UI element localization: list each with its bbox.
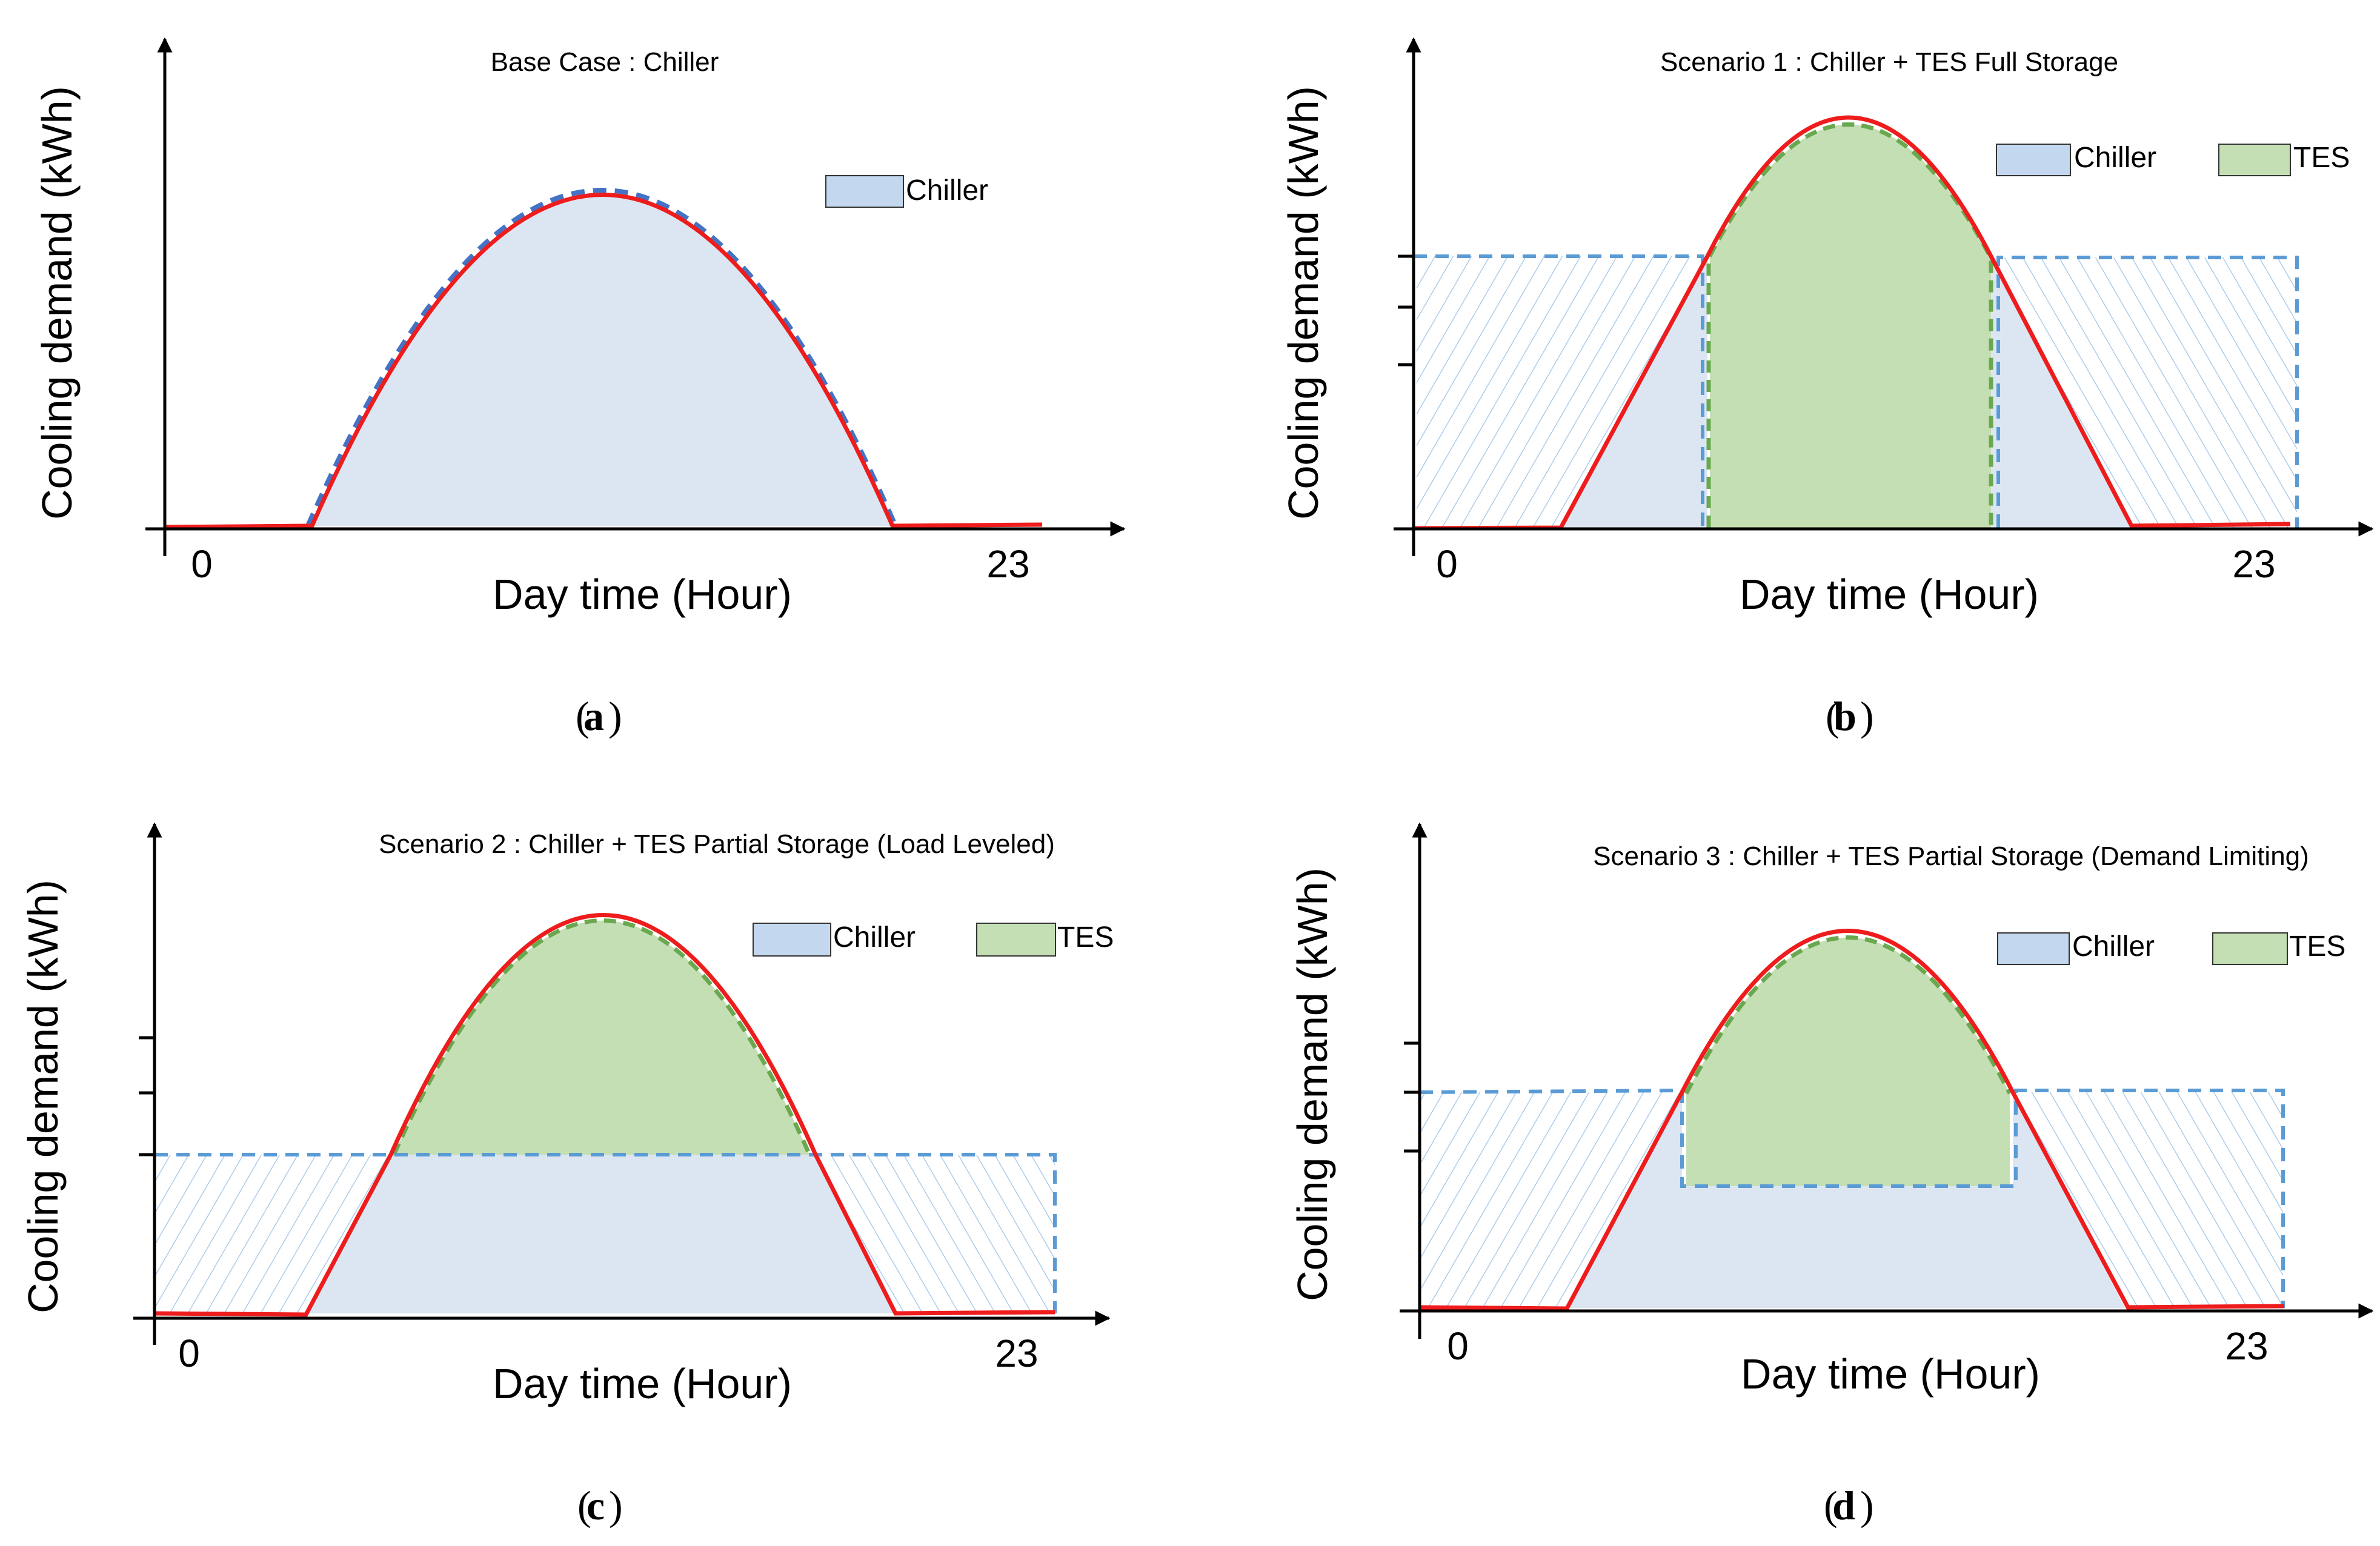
legend-swatch-tes — [976, 923, 1056, 957]
panel-title: Scenario 2 : Chiller + TES Partial Stora… — [379, 829, 1055, 859]
storage-outline — [155, 1153, 1057, 1313]
x-tick-end: 23 — [995, 1332, 1038, 1375]
x-tick-start: 0 — [1447, 1324, 1469, 1368]
svg-text:): ) — [1860, 693, 1874, 739]
chiller-outline — [305, 188, 898, 527]
y-axis-label: Cooling demand (kWh) — [19, 880, 67, 1313]
x-tick-end: 23 — [2225, 1324, 2268, 1368]
storage-outline — [1414, 254, 2299, 528]
legend-swatch-chiller — [753, 923, 831, 957]
x-axis-label: Day time (Hour) — [1740, 571, 2039, 618]
x-tick-end: 23 — [986, 542, 1029, 586]
svg-text:(: ( — [576, 693, 590, 739]
legend-label-chiller: Chiller — [833, 921, 916, 954]
demand-curve — [154, 913, 1055, 1317]
demand-curve — [164, 193, 1043, 529]
legend-swatch-tes — [2218, 144, 2291, 176]
caption-letter: a — [583, 693, 604, 739]
legend-label-chiller: Chiller — [2072, 931, 2155, 963]
panel-title: Scenario 3 : Chiller + TES Partial Stora… — [1593, 841, 2309, 871]
chiller-area — [306, 1155, 896, 1313]
svg-text:): ) — [608, 693, 622, 739]
panel-title: Base Case : Chiller — [491, 47, 719, 77]
legend-swatch-chiller — [1996, 144, 2071, 176]
legend-swatch-chiller — [825, 175, 904, 208]
legend: Chiller TES — [753, 921, 1114, 957]
legend-label-tes: TES — [2289, 931, 2345, 963]
svg-text:(: ( — [1824, 1482, 1838, 1528]
tes-area — [1710, 124, 1991, 528]
x-tick-start: 0 — [191, 542, 213, 586]
svg-text:(: ( — [577, 1482, 591, 1528]
figure-caption: ( a ) — [576, 693, 622, 739]
legend: Chiller TES — [1996, 142, 2350, 176]
x-axis-label: Day time (Hour) — [493, 1360, 792, 1407]
legend-swatch-chiller — [1997, 932, 2070, 965]
tes-outline — [1706, 122, 1993, 528]
caption-letter: d — [1832, 1482, 1855, 1528]
panel-d: Scenario 3 : Chiller + TES Partial Stora… — [1289, 822, 2374, 1528]
x-tick-end: 23 — [2232, 542, 2275, 586]
legend-label-chiller: Chiller — [2074, 142, 2156, 174]
panel-a: Base Case : Chiller Cooling demand (kWh)… — [33, 37, 1126, 739]
caption-letter: c — [587, 1482, 605, 1528]
figure-caption: ( c ) — [577, 1482, 623, 1528]
legend-label-tes: TES — [1057, 921, 1114, 954]
legend-swatch-tes — [2212, 932, 2288, 965]
panel-c: Scenario 2 : Chiller + TES Partial Stora… — [19, 822, 1114, 1528]
svg-text:): ) — [1860, 1482, 1874, 1528]
chiller-area — [1567, 1092, 2125, 1308]
caption-letter: b — [1833, 693, 1856, 739]
figure-caption: ( d ) — [1824, 1482, 1874, 1528]
tes-area — [394, 920, 809, 1155]
tes-outline — [1684, 935, 2012, 1095]
legend: Chiller — [825, 174, 988, 208]
demand-curve — [1413, 115, 2291, 531]
y-axis-label: Cooling demand (kWh) — [33, 86, 81, 520]
figure-caption: ( b ) — [1826, 693, 1874, 739]
legend: Chiller TES — [1997, 931, 2345, 965]
panel-title: Scenario 1 : Chiller + TES Full Storage — [1660, 47, 2118, 77]
svg-text:): ) — [609, 1482, 623, 1528]
x-axis-label: Day time (Hour) — [493, 571, 792, 618]
demand-curve — [1419, 929, 2285, 1311]
tes-area — [1686, 937, 2010, 1186]
legend-label-tes: TES — [2293, 142, 2350, 174]
legend-label-chiller: Chiller — [906, 174, 988, 207]
svg-text:(: ( — [1826, 693, 1840, 739]
x-tick-start: 0 — [1436, 542, 1458, 586]
x-tick-start: 0 — [178, 1332, 200, 1375]
panel-b: Scenario 1 : Chiller + TES Full Storage … — [1280, 37, 2374, 739]
y-axis-label: Cooling demand (kWh) — [1280, 86, 1327, 520]
y-axis-label: Cooling demand (kWh) — [1289, 868, 1336, 1301]
x-axis-label: Day time (Hour) — [1741, 1350, 2040, 1398]
